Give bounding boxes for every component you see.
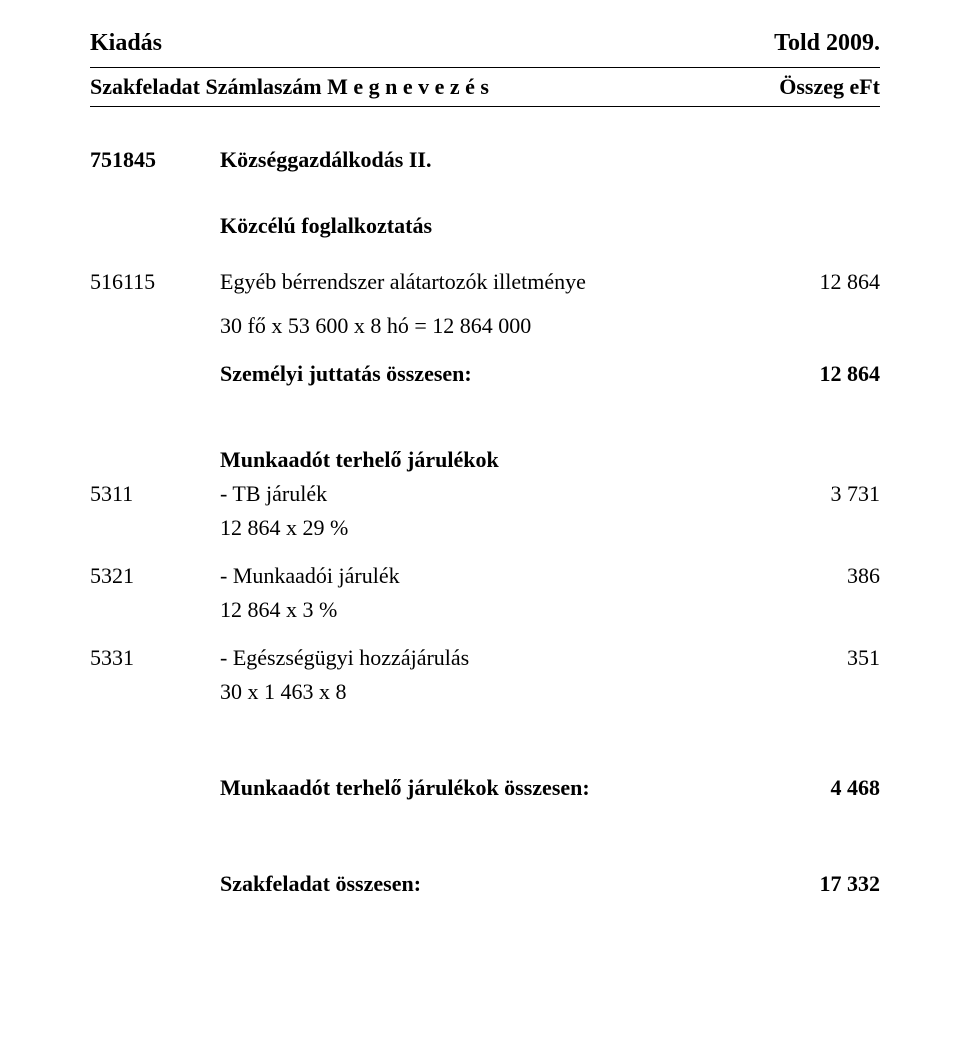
summary-value: 17 332 (770, 871, 880, 897)
jarulek-calc-2: 30 x 1 463 x 8 (220, 679, 880, 705)
summary-row: Szakfeladat összesen: 17 332 (220, 871, 880, 897)
jarulekok-title: Munkaadót terhelő járulékok (220, 447, 880, 473)
section-code: 751845 (90, 147, 220, 173)
jarulek-row-0: 5311 - TB járulék 3 731 (90, 481, 880, 507)
kozcelu-title: Közcélú foglalkoztatás (220, 213, 880, 239)
entry-value: 12 864 (770, 269, 880, 295)
jarulek-row-2: 5331 - Egészségügyi hozzájárulás 351 (90, 645, 880, 671)
jarulek-label: - Egészségügyi hozzájárulás (220, 645, 770, 671)
header-left: Kiadás (90, 30, 162, 57)
subtotal-value: 12 864 (770, 361, 880, 387)
summary-label: Szakfeladat összesen: (220, 871, 770, 897)
jarulek-subtotal-label: Munkaadót terhelő járulékok összesen: (220, 775, 770, 801)
jarulek-value: 386 (770, 563, 880, 589)
subheader: Szakfeladat Számlaszám M e g n e v e z é… (90, 74, 880, 100)
jarulek-subtotal-value: 4 468 (770, 775, 880, 801)
jarulek-calc-0: 12 864 x 29 % (220, 515, 880, 541)
entry-code: 516115 (90, 269, 220, 295)
entry-label: Egyéb bérrendszer alátartozók illetménye (220, 269, 770, 295)
jarulek-code: 5321 (90, 563, 220, 589)
divider-top (90, 67, 880, 68)
jarulek-label: - Munkaadói járulék (220, 563, 770, 589)
page-header: Kiadás Told 2009. (90, 30, 880, 57)
subheader-left: Szakfeladat Számlaszám M e g n e v e z é… (90, 74, 489, 100)
jarulek-label: - TB járulék (220, 481, 770, 507)
jarulek-subtotal-row: Munkaadót terhelő járulékok összesen: 4 … (220, 775, 880, 801)
jarulek-calc-1: 12 864 x 3 % (220, 597, 880, 623)
jarulek-value: 3 731 (770, 481, 880, 507)
jarulek-code: 5331 (90, 645, 220, 671)
subheader-right: Összeg eFt (779, 74, 880, 100)
entry-calc: 30 fő x 53 600 x 8 hó = 12 864 000 (220, 313, 880, 339)
subtotal-label: Személyi juttatás összesen: (220, 361, 770, 387)
kozcelu-title-row: Közcélú foglalkoztatás (220, 213, 880, 239)
jarulek-code: 5311 (90, 481, 220, 507)
jarulek-value: 351 (770, 645, 880, 671)
subtotal-row: Személyi juttatás összesen: 12 864 (220, 361, 880, 387)
header-right: Told 2009. (774, 30, 880, 57)
entry-row: 516115 Egyéb bérrendszer alátartozók ill… (90, 269, 880, 295)
section-title: Községgazdálkodás II. (220, 147, 880, 173)
section-heading: 751845 Községgazdálkodás II. (90, 147, 880, 173)
jarulek-row-1: 5321 - Munkaadói járulék 386 (90, 563, 880, 589)
divider-bottom (90, 106, 880, 107)
